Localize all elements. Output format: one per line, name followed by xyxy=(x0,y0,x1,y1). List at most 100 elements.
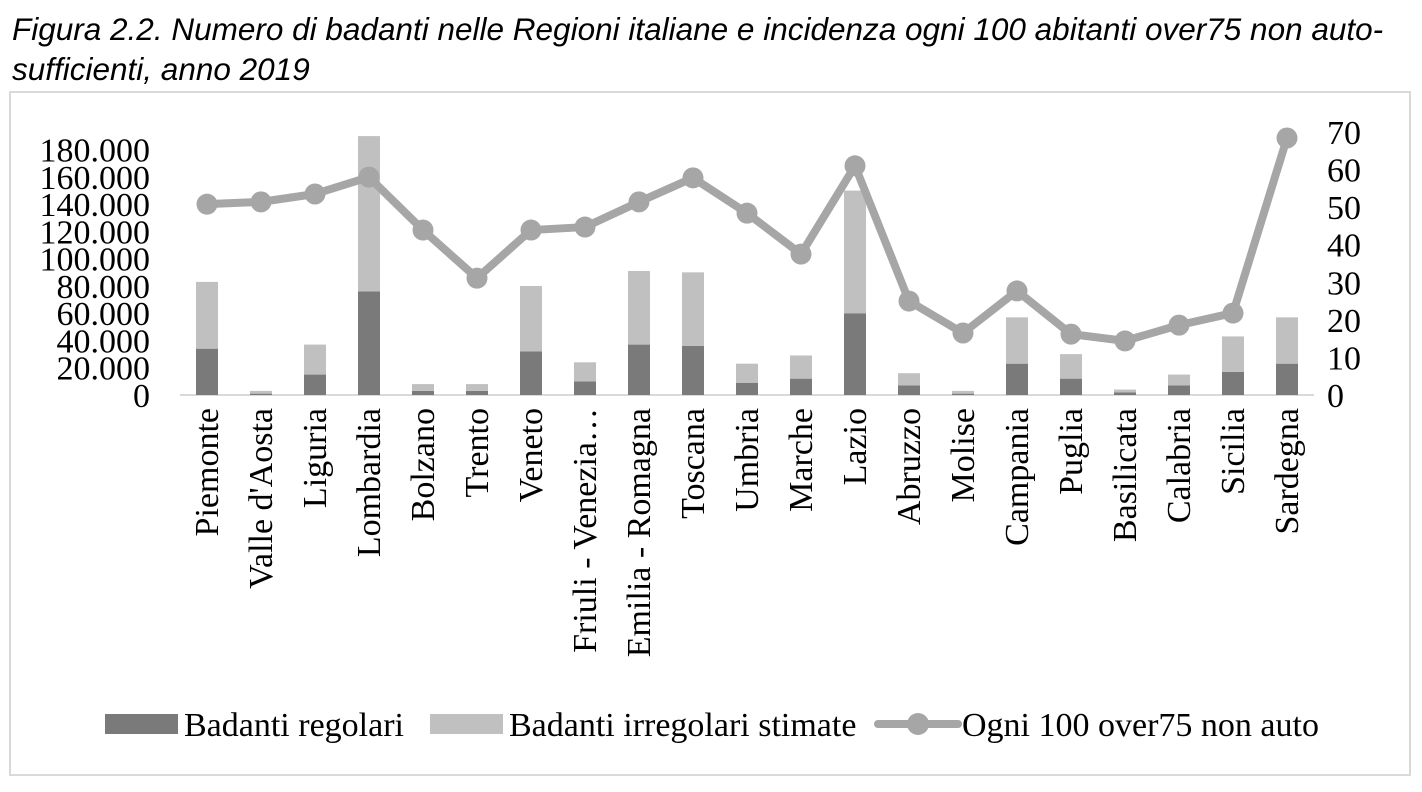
bar-badanti-irregolari-stimate-emilia-romagna xyxy=(628,270,650,345)
line-marker-liguria xyxy=(304,183,326,205)
x-tick-label-calabria: Calabria xyxy=(1161,408,1198,523)
line-marker-sicilia xyxy=(1222,302,1244,324)
bar-badanti-irregolari-stimate-valle-d-aosta xyxy=(250,390,272,394)
line-marker-abruzzo xyxy=(898,290,920,312)
line-marker-campania xyxy=(1006,280,1028,302)
x-tick-label-basilicata: Basilicata xyxy=(1107,408,1144,542)
line-marker-sardegna xyxy=(1276,127,1298,149)
x-tick-label-umbria: Umbria xyxy=(729,408,766,512)
chart-title-line-1: Figura 2.2. Numero di badanti nelle Regi… xyxy=(12,11,1383,47)
bar-badanti-regolari-veneto xyxy=(520,351,542,395)
line-marker-marche xyxy=(790,243,812,265)
x-tick-label-piemonte: Piemonte xyxy=(189,408,226,536)
bar-badanti-regolari-molise xyxy=(952,393,974,395)
line-marker-umbria xyxy=(736,202,758,224)
line-marker-veneto xyxy=(520,219,542,241)
legend-label-badanti-regolari: Badanti regolari xyxy=(184,707,404,744)
line-marker-trento xyxy=(466,267,488,289)
y-left-tick-label: 40.000 xyxy=(57,324,151,361)
bar-badanti-regolari-valle-d-aosta xyxy=(250,393,272,395)
bar-badanti-irregolari-stimate-abruzzo xyxy=(898,373,920,386)
legend-swatch-badanti-regolari xyxy=(105,714,178,734)
bar-badanti-regolari-emilia-romagna xyxy=(628,344,650,395)
line-marker-molise xyxy=(952,322,974,344)
legend-item-badanti-regolari: Badanti regolari xyxy=(105,707,404,744)
bar-badanti-irregolari-stimate-bolzano xyxy=(412,384,434,391)
bar-badanti-regolari-piemonte xyxy=(196,348,218,395)
bar-badanti-irregolari-stimate-sardegna xyxy=(1276,317,1298,364)
bar-badanti-irregolari-stimate-friuli-venezia xyxy=(574,362,596,382)
bar-badanti-irregolari-stimate-trento xyxy=(466,384,488,391)
y-right-tick-label: 30 xyxy=(1327,265,1361,302)
bar-badanti-irregolari-stimate-lazio xyxy=(844,190,866,314)
line-marker-valle-d-aosta xyxy=(250,191,272,213)
y-right-tick-label: 20 xyxy=(1327,303,1361,340)
y-left-tick-label: 160.000 xyxy=(40,160,151,197)
x-tick-label-sardegna: Sardegna xyxy=(1269,408,1306,535)
x-tick-label-campania: Campania xyxy=(999,408,1036,546)
bar-badanti-regolari-puglia xyxy=(1060,378,1082,395)
bar-badanti-regolari-sicilia xyxy=(1222,371,1244,395)
y-right-tick-label: 60 xyxy=(1327,153,1361,190)
bar-badanti-regolari-bolzano xyxy=(412,390,434,395)
bar-badanti-irregolari-stimate-puglia xyxy=(1060,354,1082,379)
legend-item-badanti-irregolari: Badanti irregolari stimate xyxy=(430,707,856,744)
line-marker-friuli-venezia xyxy=(574,216,596,238)
legend-item-ogni-100-over75: Ogni 100 over75 non auto xyxy=(874,707,1319,744)
legend-label-ogni-100-over75: Ogni 100 over75 non auto xyxy=(962,707,1319,744)
y-left-tick-label: 140.000 xyxy=(40,187,151,224)
y-left-tick-label: 60.000 xyxy=(57,296,151,333)
line-marker-bolzano xyxy=(412,219,434,241)
bar-badanti-regolari-lazio xyxy=(844,313,866,395)
bar-badanti-regolari-abruzzo xyxy=(898,385,920,395)
x-tick-label-toscana: Toscana xyxy=(675,408,712,519)
line-marker-lombardia xyxy=(358,166,380,188)
x-tick-label-abruzzo: Abruzzo xyxy=(891,408,928,525)
bar-badanti-regolari-lombardia xyxy=(358,291,380,395)
line-marker-lazio xyxy=(844,155,866,177)
x-tick-label-bolzano: Bolzano xyxy=(405,408,442,521)
bar-badanti-regolari-calabria xyxy=(1168,385,1190,395)
x-tick-label-lazio: Lazio xyxy=(837,408,874,485)
y-left-tick-label: 20.000 xyxy=(57,351,151,388)
bar-badanti-regolari-trento xyxy=(466,390,488,395)
y-right-tick-label: 40 xyxy=(1327,228,1361,265)
x-tick-label-friuli-venezia: Friuli - Venezia… xyxy=(567,408,604,653)
x-tick-label-puglia: Puglia xyxy=(1053,408,1090,495)
y-left-tick-label: 80.000 xyxy=(57,269,151,306)
x-tick-label-emilia-romagna: Emilia - Romagna xyxy=(621,408,658,657)
x-tick-label-molise: Molise xyxy=(945,408,982,502)
bar-badanti-irregolari-stimate-sicilia xyxy=(1222,336,1244,372)
y-right-tick-label: 50 xyxy=(1327,190,1361,227)
y-left-tick-label: 180.000 xyxy=(40,133,151,170)
legend-swatch-badanti-irregolari xyxy=(430,714,503,734)
bar-badanti-regolari-umbria xyxy=(736,382,758,395)
legend-swatch-marker xyxy=(907,713,929,735)
line-marker-toscana xyxy=(682,167,704,189)
bar-badanti-irregolari-stimate-basilicata xyxy=(1114,389,1136,393)
bar-badanti-regolari-liguria xyxy=(304,374,326,395)
bar-badanti-irregolari-stimate-toscana xyxy=(682,272,704,346)
legend: Badanti regolari Badanti irregolari stim… xyxy=(105,707,1319,744)
x-tick-label-trento: Trento xyxy=(459,408,496,497)
bar-badanti-irregolari-stimate-lombardia xyxy=(358,136,380,292)
x-tick-label-sicilia: Sicilia xyxy=(1215,408,1252,495)
y-left-tick-label: 0 xyxy=(133,378,150,415)
x-axis-labels: Piemonte Valle d'Aosta Liguria Lombardia Bol… xyxy=(189,408,1306,657)
bar-badanti-regolari-toscana xyxy=(682,345,704,395)
bar-badanti-irregolari-stimate-marche xyxy=(790,355,812,379)
chart-title-line-2: sufficienti, anno 2019 xyxy=(12,51,310,87)
line-marker-calabria xyxy=(1168,314,1190,336)
y-left-tick-label: 100.000 xyxy=(40,242,151,279)
y-left-tick-label: 120.000 xyxy=(40,215,151,252)
y-right-tick-label: 70 xyxy=(1327,115,1361,152)
x-tick-label-valle-d-aosta: Valle d'Aosta xyxy=(243,408,280,589)
x-tick-label-lombardia: Lombardia xyxy=(351,408,388,557)
x-tick-label-liguria: Liguria xyxy=(297,408,334,508)
bar-badanti-regolari-campania xyxy=(1006,363,1028,395)
x-tick-label-veneto: Veneto xyxy=(513,408,550,502)
bar-badanti-irregolari-stimate-umbria xyxy=(736,363,758,383)
bar-badanti-regolari-marche xyxy=(790,378,812,395)
